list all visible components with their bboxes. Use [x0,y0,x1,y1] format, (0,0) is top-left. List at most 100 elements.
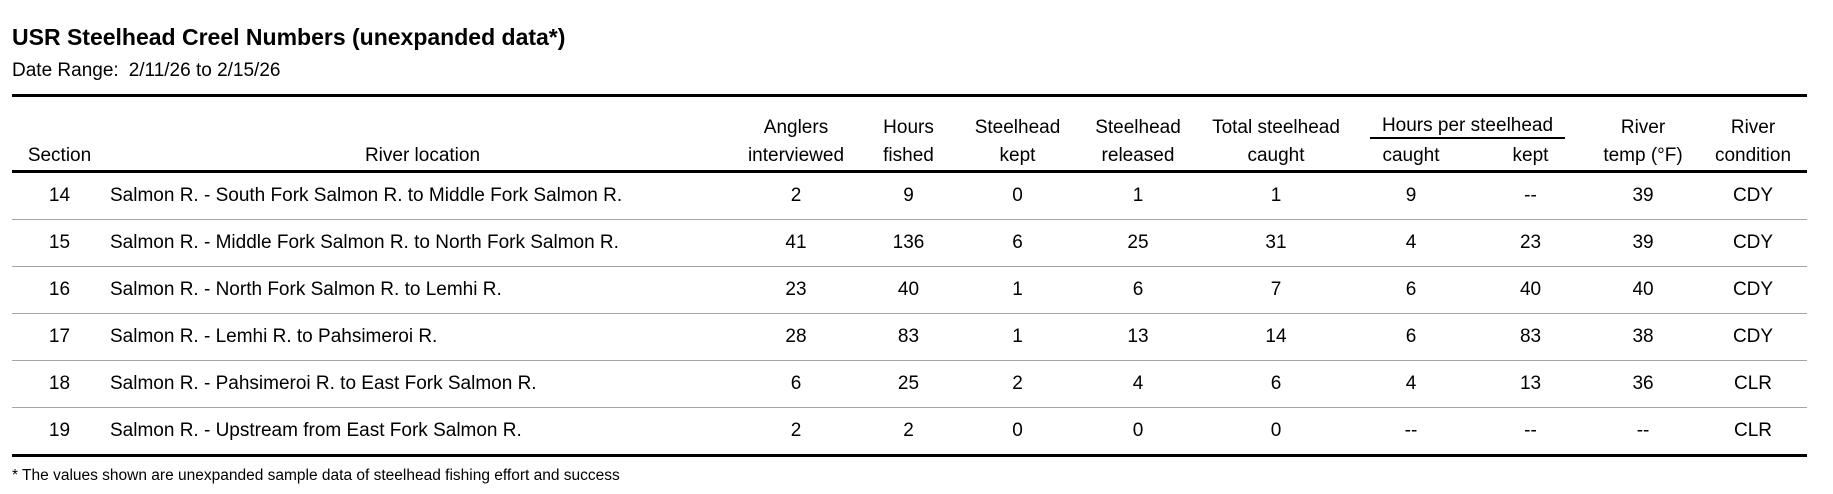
cell-hps-kept: -- [1474,407,1588,457]
cell-anglers: 23 [738,266,854,314]
cell-section: 17 [12,313,107,361]
table-row: 17 Salmon R. - Lemhi R. to Pahsimeroi R.… [12,313,1808,361]
cell-river-location: Salmon R. - Middle Fork Salmon R. to Nor… [107,219,738,267]
cell-temp: 38 [1587,313,1700,361]
cell-kept: 2 [963,360,1072,408]
cell-temp: 40 [1587,266,1700,314]
cell-hps-caught: 6 [1348,266,1474,314]
creel-table: Anglers Hours Steelhead Steelhead Total … [12,97,1808,457]
cell-condition: CLR [1699,360,1808,408]
header-hps-caught: caught [1348,139,1474,173]
cell-released: 1 [1132,185,1144,206]
cell-hours: 136 [854,219,963,267]
header-row-2: Section River location interviewed fishe… [12,139,1808,173]
header-river-temp-line2: temp (°F) [1587,139,1700,173]
cell-section: 16 [12,266,107,314]
cell-hps-caught: 4 [1348,219,1474,267]
cell-caught-total: 7 [1204,266,1348,314]
header-anglers-line2: interviewed [738,139,854,173]
header-row-1: Anglers Hours Steelhead Steelhead Total … [12,97,1807,139]
cell-kept: 1 [963,313,1072,361]
cell-hours: 2 [854,407,963,457]
cell-released: 25 [1072,219,1204,267]
table-row: 15 Salmon R. - Middle Fork Salmon R. to … [12,219,1808,267]
cell-temp: 39 [1632,185,1654,206]
cell-condition: CLR [1699,407,1808,457]
cell-condition: CDY [1732,185,1774,206]
header-river-condition-line1: River [1730,117,1776,138]
cell-temp: 36 [1587,360,1700,408]
cell-hours: 25 [854,360,963,408]
header-hps-kept: kept [1474,139,1588,173]
cell-released: 13 [1072,313,1204,361]
header-river-location: River location [107,139,738,173]
cell-river-location: Salmon R. - South Fork Salmon R. to Midd… [110,185,623,206]
cell-hours: 40 [854,266,963,314]
cell-section: 18 [12,360,107,408]
header-river-location-spacer [107,97,738,139]
cell-temp: 39 [1587,219,1700,267]
cell-river-location: Salmon R. - Pahsimeroi R. to East Fork S… [107,360,738,408]
cell-condition: CDY [1699,219,1808,267]
cell-hps-kept: 83 [1474,313,1588,361]
cell-hps-kept: 40 [1474,266,1588,314]
header-hours-line1: Hours [883,117,934,138]
cell-anglers: 41 [738,219,854,267]
header-hours-per-steelhead-group: Hours per steelhead [1348,97,1587,139]
table-body: 14 Salmon R. - South Fork Salmon R. to M… [12,172,1808,457]
header-kept-line2: kept [963,139,1072,173]
cell-hps-caught: 4 [1348,360,1474,408]
cell-hps-caught: -- [1348,407,1474,457]
date-range-label: Date Range: [12,60,119,81]
header-anglers-line1: Anglers [763,117,829,138]
cell-hps-caught: 6 [1348,313,1474,361]
table-header: Anglers Hours Steelhead Steelhead Total … [12,97,1808,173]
cell-caught-total: 0 [1204,407,1348,457]
cell-caught-total: 1 [1270,185,1282,206]
cell-hps-kept: -- [1524,185,1537,206]
cell-hps-kept: 23 [1474,219,1588,267]
cell-temp: -- [1587,407,1700,457]
hours-per-steelhead-group-label: Hours per steelhead [1369,115,1566,139]
date-range: Date Range: 2/11/26 to 2/15/26 [12,60,1807,97]
cell-kept: 0 [963,407,1072,457]
header-caught-total-line1: Total steelhead [1212,117,1340,138]
footnote: * The values shown are unexpanded sample… [12,467,620,484]
cell-kept: 6 [963,219,1072,267]
cell-released: 6 [1072,266,1204,314]
header-released-line2: released [1072,139,1204,173]
cell-anglers: 28 [738,313,854,361]
header-released-line1: Steelhead [1095,117,1181,138]
cell-caught-total: 31 [1204,219,1348,267]
cell-kept: 0 [1012,185,1023,206]
cell-anglers: 2 [790,185,802,206]
cell-river-location: Salmon R. - Upstream from East Fork Salm… [107,407,738,457]
cell-river-location: Salmon R. - North Fork Salmon R. to Lemh… [107,266,738,314]
date-range-value: 2/11/26 to 2/15/26 [128,60,281,81]
page-title: USR Steelhead Creel Numbers (unexpanded … [12,24,566,50]
table-row: 14 Salmon R. - South Fork Salmon R. to M… [12,172,1807,220]
header-river-condition-line2: condition [1699,139,1808,173]
cell-hps-caught: 9 [1405,185,1417,206]
header-section: Section [12,139,107,173]
cell-section: 19 [12,407,107,457]
cell-released: 0 [1072,407,1204,457]
header-section-spacer [12,97,107,139]
header-river-temp-line1: River [1620,117,1666,138]
table-row: 16 Salmon R. - North Fork Salmon R. to L… [12,266,1808,314]
cell-caught-total: 6 [1204,360,1348,408]
cell-released: 4 [1072,360,1204,408]
table-row: 18 Salmon R. - Pahsimeroi R. to East For… [12,360,1808,408]
cell-section: 15 [12,219,107,267]
cell-river-location: Salmon R. - Lemhi R. to Pahsimeroi R. [107,313,738,361]
cell-hours: 9 [903,185,914,206]
header-caught-total-line2: caught [1204,139,1348,173]
cell-anglers: 6 [738,360,854,408]
header-hours-line2: fished [854,139,963,173]
cell-condition: CDY [1699,313,1808,361]
cell-caught-total: 14 [1204,313,1348,361]
cell-kept: 1 [963,266,1072,314]
cell-section: 14 [48,185,71,206]
cell-anglers: 2 [738,407,854,457]
